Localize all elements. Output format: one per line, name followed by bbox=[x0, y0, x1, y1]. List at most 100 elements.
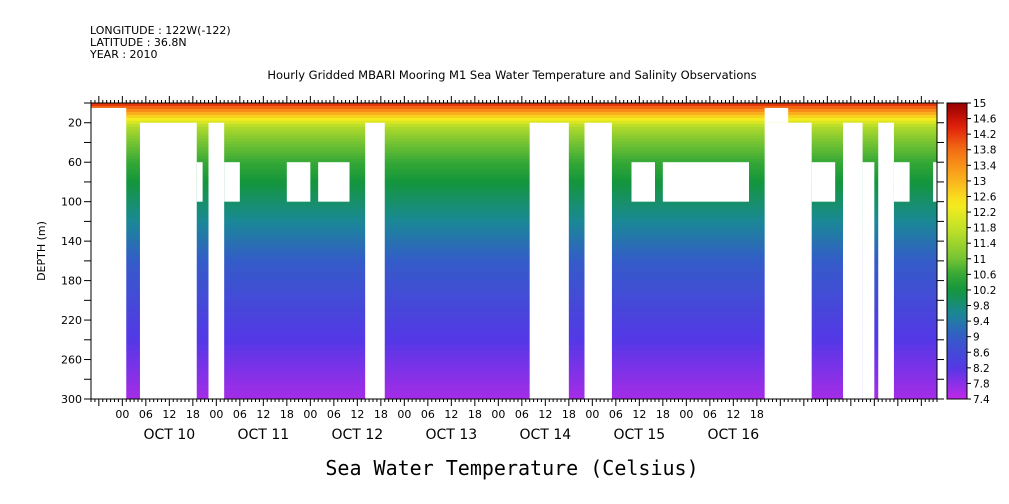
temperature-band bbox=[91, 153, 937, 157]
temperature-band bbox=[91, 304, 937, 308]
temperature-band bbox=[91, 325, 937, 329]
temperature-band bbox=[91, 233, 937, 237]
temperature-band bbox=[91, 348, 937, 353]
temperature-band bbox=[91, 251, 937, 255]
missing-data-areas bbox=[91, 107, 937, 399]
y-tick-label: 60 bbox=[68, 156, 82, 169]
y-tick-label: 20 bbox=[68, 117, 82, 130]
temperature-band bbox=[91, 162, 937, 166]
temperature-band bbox=[91, 135, 937, 140]
missing-data-block bbox=[764, 122, 812, 399]
x-tick-label: 12 bbox=[444, 408, 458, 421]
temperature-band bbox=[91, 117, 937, 122]
temperature-band bbox=[91, 156, 937, 160]
x-tick-label: 00 bbox=[303, 408, 317, 421]
y-tick-label: 260 bbox=[61, 354, 82, 367]
temperature-band bbox=[91, 147, 937, 151]
temperature-band bbox=[91, 200, 937, 205]
temperature-band bbox=[91, 132, 937, 137]
temperature-band bbox=[91, 239, 937, 243]
colorbar-tick-label: 9 bbox=[973, 332, 980, 344]
temperature-band bbox=[91, 236, 937, 240]
temperature-band bbox=[91, 253, 937, 258]
temperature-band bbox=[91, 221, 937, 225]
temperature-band bbox=[91, 191, 937, 196]
temperature-band bbox=[91, 316, 937, 320]
colorbar-tick-label: 10.2 bbox=[973, 285, 996, 297]
temperature-band bbox=[91, 372, 937, 376]
missing-data-block bbox=[139, 122, 197, 399]
temperature-band bbox=[91, 262, 937, 267]
y-tick-label: 140 bbox=[61, 235, 82, 248]
colorbar: 15 14.6 14.2 13.8 13.4 13 12.6 12.2 11.8 11.4 11 10… bbox=[946, 98, 997, 406]
missing-data-block bbox=[843, 122, 863, 399]
temperature-band bbox=[91, 387, 937, 391]
temperature-band bbox=[91, 289, 937, 294]
x-tick-label: 00 bbox=[585, 408, 599, 421]
temperature-band bbox=[91, 141, 937, 146]
colorbar-tick-label: 10.6 bbox=[973, 269, 997, 281]
x-day-label: OCT 12 bbox=[332, 427, 384, 443]
colorbar-tick-label: 14.6 bbox=[973, 114, 997, 126]
x-tick-label: 12 bbox=[162, 408, 176, 421]
missing-data-block bbox=[764, 107, 789, 123]
temperature-band bbox=[91, 342, 937, 347]
temperature-band bbox=[91, 150, 937, 154]
y-tick-label: 300 bbox=[61, 393, 82, 406]
temperature-band bbox=[91, 333, 937, 338]
missing-data-block bbox=[584, 122, 612, 399]
temperature-band bbox=[91, 185, 937, 190]
x-tick-label: 18 bbox=[562, 408, 576, 421]
temperature-band bbox=[91, 369, 937, 373]
missing-data-block bbox=[365, 122, 385, 399]
x-day-label: OCT 15 bbox=[614, 427, 666, 443]
missing-data-block bbox=[91, 107, 127, 399]
colorbar-tick-label: 8.2 bbox=[973, 363, 990, 375]
temperature-band bbox=[91, 280, 937, 285]
missing-data-block bbox=[196, 162, 203, 202]
temperature-band bbox=[91, 197, 937, 202]
missing-data-block bbox=[208, 122, 225, 399]
x-tick-label: 18 bbox=[374, 408, 388, 421]
x-tick-label: 00 bbox=[115, 408, 129, 421]
temperature-bands bbox=[91, 103, 937, 399]
temperature-band bbox=[91, 357, 937, 362]
temperature-band bbox=[91, 307, 937, 311]
x-tick-label: 12 bbox=[726, 408, 740, 421]
temperature-band bbox=[91, 327, 937, 332]
temperature-band bbox=[91, 396, 937, 399]
colorbar-tick-label: 11 bbox=[973, 254, 986, 266]
colorbar-tick-label: 11.4 bbox=[973, 238, 997, 250]
x-tick-label: 18 bbox=[186, 408, 200, 421]
missing-data-block bbox=[878, 122, 894, 399]
temperature-band bbox=[91, 182, 937, 187]
temperature-band bbox=[91, 108, 937, 113]
temperature-band bbox=[91, 230, 937, 234]
temperature-band bbox=[91, 179, 937, 184]
x-day-label: OCT 10 bbox=[144, 427, 196, 443]
y-tick-label: 220 bbox=[61, 314, 82, 327]
temperature-band bbox=[91, 242, 937, 246]
temperature-band bbox=[91, 363, 937, 368]
missing-data-block bbox=[318, 162, 350, 202]
temperature-band bbox=[91, 203, 937, 208]
missing-data-block bbox=[933, 162, 937, 202]
x-day-label: OCT 11 bbox=[238, 427, 290, 443]
temperature-band bbox=[91, 298, 937, 302]
temperature-band bbox=[91, 259, 937, 264]
temperature-band bbox=[91, 301, 937, 305]
colorbar-frame bbox=[946, 102, 968, 400]
colorbar-tick-label: 15 bbox=[973, 98, 986, 110]
colorbar-tick-label: 9.8 bbox=[973, 301, 990, 313]
temperature-band bbox=[91, 277, 937, 282]
temperature-band bbox=[91, 271, 937, 276]
longitude-label: LONGITUDE : 122W(-122) bbox=[90, 24, 231, 37]
x-tick-label: 06 bbox=[139, 408, 153, 421]
colorbar-tick-label: 12.6 bbox=[973, 191, 997, 203]
x-tick-label: 12 bbox=[350, 408, 364, 421]
temperature-band bbox=[91, 103, 937, 107]
temperature-band bbox=[91, 268, 937, 273]
x-day-label: OCT 16 bbox=[708, 427, 760, 443]
x-tick-label: 12 bbox=[632, 408, 646, 421]
temperature-band bbox=[91, 366, 937, 370]
